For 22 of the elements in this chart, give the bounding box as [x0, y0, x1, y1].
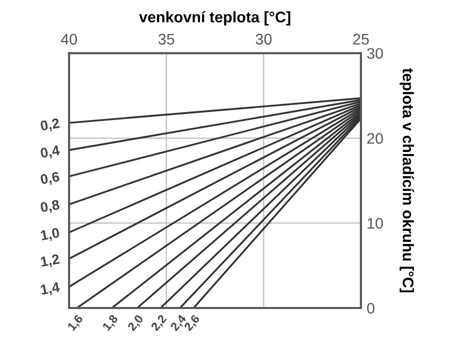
x-axis-title: venkovní teplota [°C]: [139, 11, 290, 26]
y-axis-title: teplota v chladícím okruhu [°C]: [400, 68, 414, 292]
text: 0,8: [40, 200, 60, 214]
text: 1,6: [67, 314, 85, 332]
text: 1,8: [102, 314, 120, 332]
text: 0,2: [40, 118, 60, 133]
x-tick-label: 25: [353, 34, 369, 45]
x-tick-label: 35: [158, 34, 174, 45]
y-tick-label: 20: [367, 133, 383, 144]
text: 0,6: [40, 172, 60, 186]
text: 2,6: [184, 314, 202, 332]
y-tick-label: 10: [368, 218, 383, 229]
y-tick-label: 0: [367, 302, 374, 314]
text: 2,0: [127, 314, 145, 332]
text: 1,4: [40, 282, 61, 297]
text: 1,0: [40, 228, 60, 242]
y-tick-label: 30: [367, 48, 383, 59]
text: 0,4: [40, 145, 61, 160]
text: 1,2: [40, 254, 60, 269]
x-tick-label: 30: [256, 34, 272, 45]
text: 2,2: [150, 314, 168, 332]
x-tick-label: 40: [60, 34, 77, 45]
